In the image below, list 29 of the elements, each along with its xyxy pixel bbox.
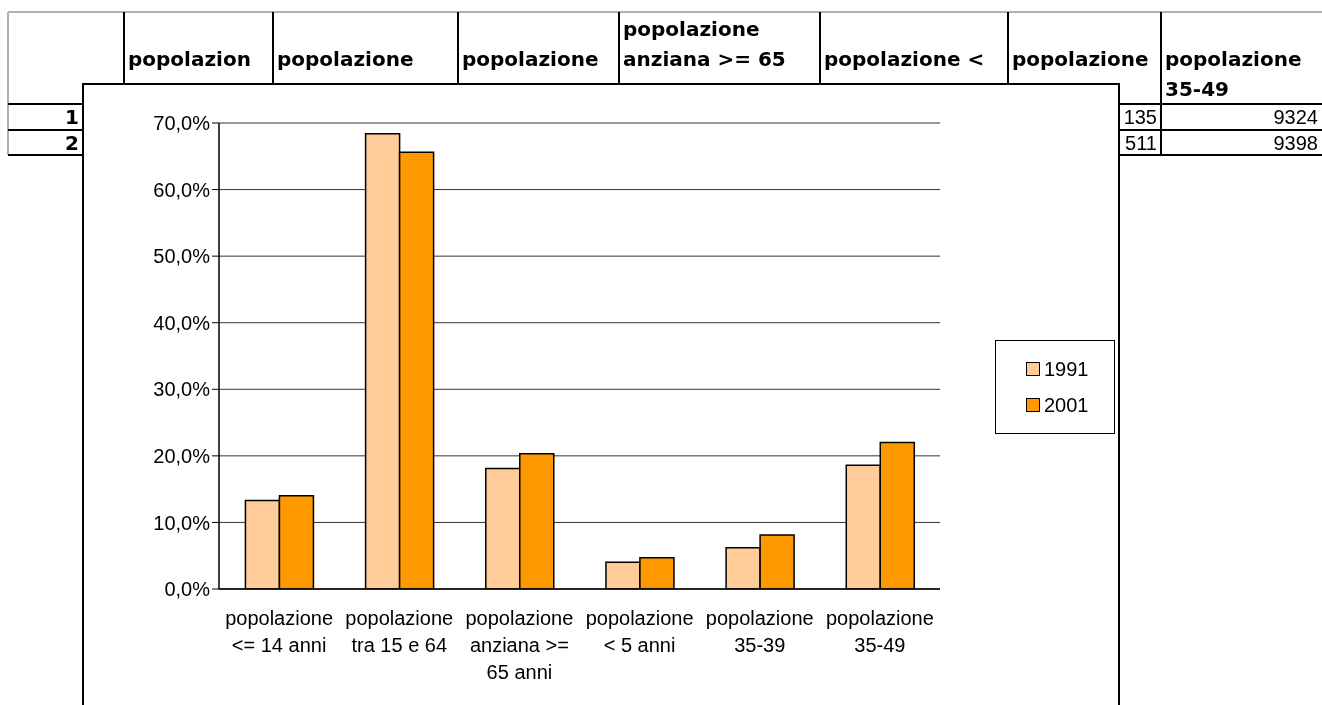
text: 511 (1125, 131, 1157, 156)
x-tick-label: popolazione < 5 anni (585, 607, 694, 656)
x-tick-label: popolazione <= 14 anni (225, 607, 334, 656)
text: popolazione anziana >= 65 (623, 16, 787, 73)
text: 135 (1123, 105, 1157, 130)
y-tick-label: 10,0% (153, 511, 211, 534)
text: 9324 (1273, 105, 1318, 130)
y-tick-label: 0,0% (164, 578, 211, 601)
y-tick-label: 50,0% (153, 245, 211, 268)
y-tick-label: 70,0% (153, 112, 211, 135)
text: popolazion (128, 46, 252, 73)
text: 2 (65, 130, 79, 156)
text: popolazione 35-49 (1165, 46, 1303, 103)
legend-label: 2001 (1044, 393, 1089, 417)
legend-label: 1991 (1044, 357, 1089, 381)
text: popolazione < (824, 46, 986, 73)
text: 1 (65, 104, 79, 130)
y-tick-label: 40,0% (153, 311, 211, 334)
text: popolazione (1012, 46, 1150, 73)
y-tick-label: 30,0% (153, 378, 211, 401)
text: popolazione (462, 46, 600, 73)
x-tick-label: popolazione anziana >= 65 anni (465, 607, 574, 683)
y-tick-label: 60,0% (153, 178, 211, 201)
x-tick-label: popolazione 35-49 (825, 607, 934, 656)
y-tick-label: 20,0% (153, 444, 211, 467)
text: 9398 (1273, 131, 1318, 156)
text: popolazione (277, 46, 415, 73)
x-tick-label: popolazione tra 15 e 64 (345, 607, 454, 656)
x-tick-label: popolazione 35-39 (705, 607, 814, 656)
